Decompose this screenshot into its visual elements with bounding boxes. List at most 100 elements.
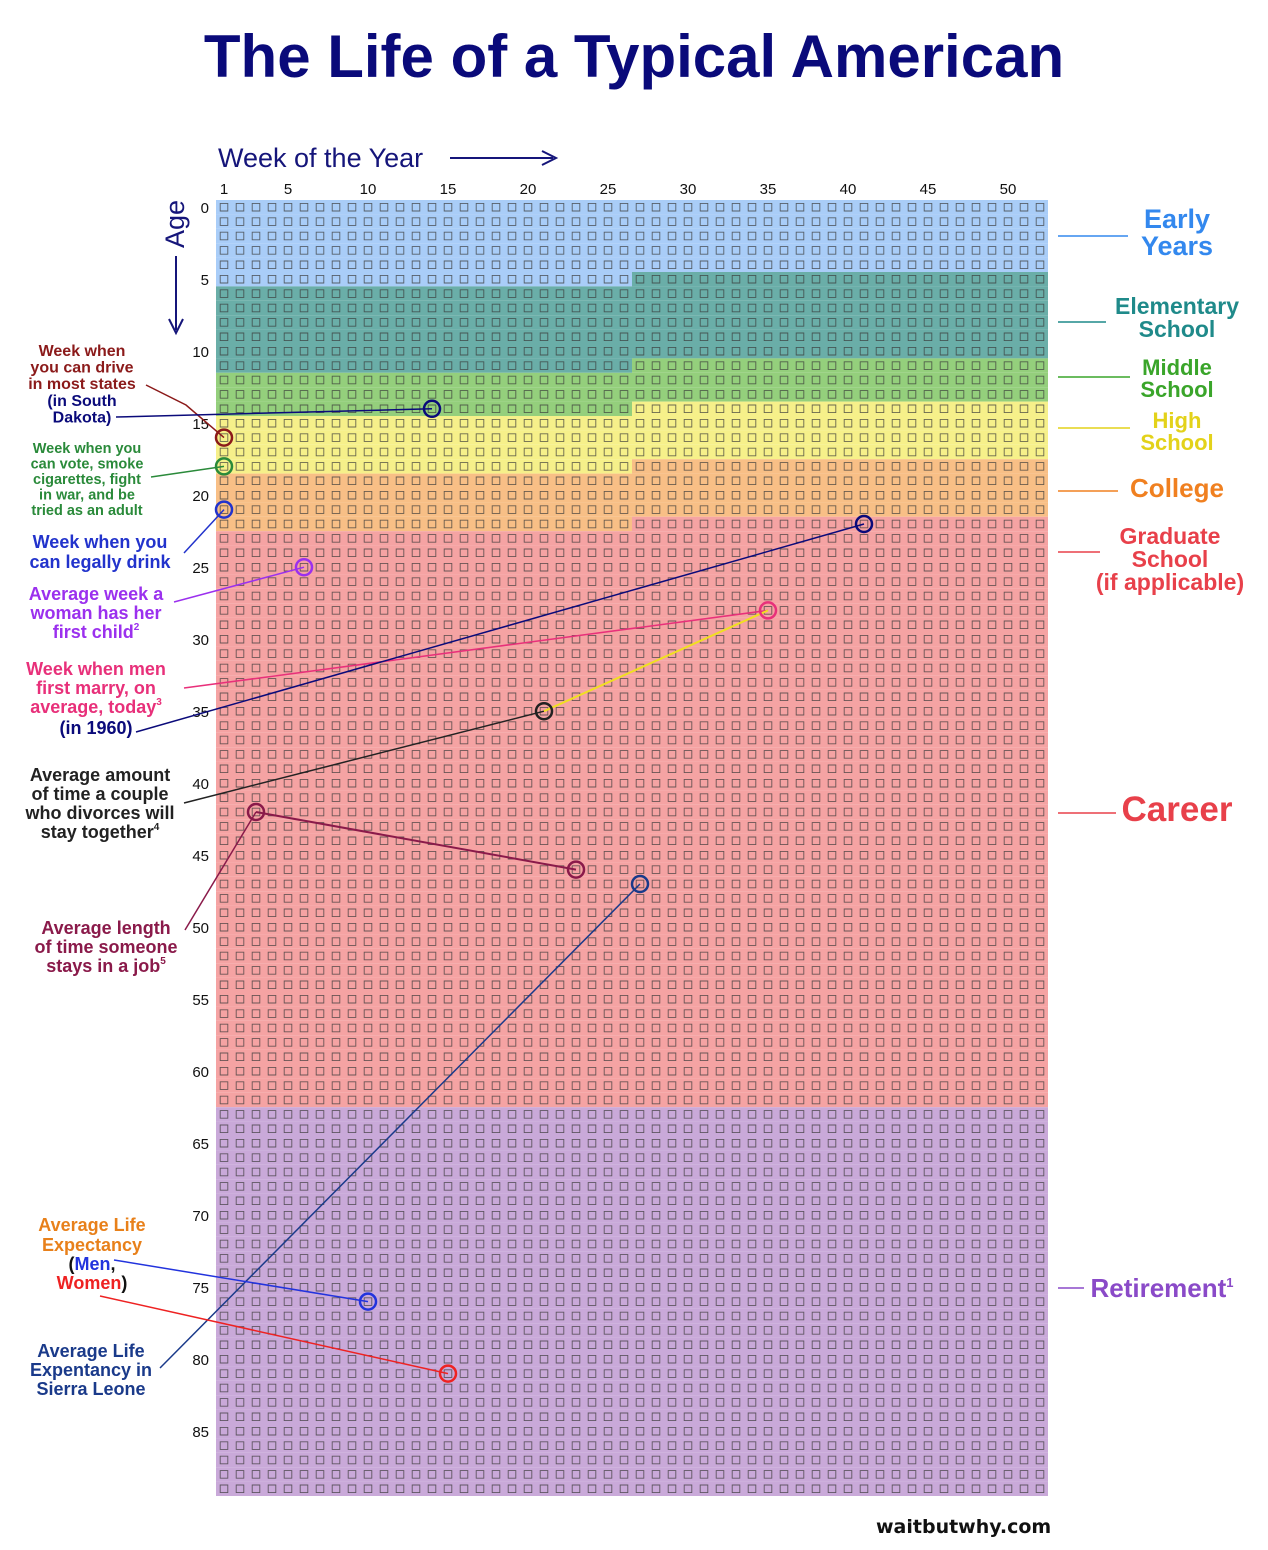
- stage-band: [216, 776, 1048, 791]
- marker-circle: [294, 557, 314, 577]
- stage-band: [216, 473, 1048, 488]
- x-tick-label: 30: [680, 181, 697, 198]
- stage-band: [216, 1452, 1048, 1468]
- y-tick-label: 55: [192, 992, 209, 1009]
- stage-band: [216, 1424, 1048, 1439]
- x-tick-label: 50: [1000, 181, 1017, 198]
- stage-band: [216, 1164, 1048, 1180]
- annotation-life-line2: Expectancy: [42, 1235, 142, 1255]
- stage-label: Graduate School (if applicable): [1096, 523, 1244, 595]
- stage-band: [216, 1380, 1048, 1396]
- marker-circle: [758, 601, 778, 620]
- y-axis-arrow-head: [168, 318, 184, 336]
- stage-band: [216, 862, 1048, 877]
- stage-band: [216, 920, 1048, 935]
- y-tick-label: 80: [192, 1352, 209, 1369]
- stage-band: [216, 761, 1048, 776]
- stage-band: [216, 200, 1048, 215]
- stage-band: [216, 1438, 1048, 1453]
- stage-band: [216, 632, 1048, 647]
- stage-label: Retirement1: [1090, 1273, 1233, 1303]
- y-tick-label: 0: [201, 200, 209, 217]
- stage-band: [216, 358, 632, 373]
- y-tick-labels: 0 5 10 15 20 25 30 35 40 45 50 55 60 65 70 75 80 85: [192, 200, 209, 1441]
- stage-band: [216, 243, 1048, 258]
- stage-band: [216, 833, 1048, 848]
- stage-band: [216, 1035, 1048, 1050]
- stage-band: [216, 1006, 1048, 1021]
- leader-lines: [99, 384, 865, 1375]
- stage-band: [216, 416, 1048, 431]
- annotations: Week when you can drive in most states(in …: [24, 343, 177, 1399]
- annotation-job: Average length of time someone stays in a …: [34, 918, 177, 976]
- x-tick-label: 1: [220, 181, 228, 198]
- stage-band: [216, 1395, 1048, 1410]
- stage-band: [216, 1121, 1048, 1136]
- stage-band: [216, 214, 1048, 229]
- stage-band: [216, 689, 1048, 704]
- leader-line: [115, 408, 433, 418]
- stage-band: [216, 992, 1048, 1007]
- stage-band: [216, 1265, 1048, 1280]
- stage-band: [216, 1236, 1048, 1252]
- stage-band: [216, 963, 1048, 978]
- stage-band: [216, 1280, 1048, 1295]
- stage-band: [216, 1064, 1048, 1079]
- y-tick-label: 35: [192, 704, 209, 721]
- x-tick-label: 40: [840, 181, 857, 198]
- marker-circle: [854, 514, 874, 534]
- stage-label: Middle School: [1140, 355, 1213, 402]
- stage-band: [216, 531, 1048, 546]
- stage-band: [216, 848, 1048, 863]
- stage-band: [632, 516, 1048, 532]
- stage-band: [216, 1337, 1048, 1352]
- annotation-divorce: Average amount of time a couple who divorc…: [24, 765, 174, 842]
- stage-band: [216, 747, 1048, 762]
- stage-label: Elementary School: [1115, 293, 1239, 342]
- stage-band: [216, 257, 1048, 272]
- stage-band: [216, 300, 1048, 316]
- marker-circle: [534, 701, 554, 721]
- annotation-drink: Week when you can legally drink: [29, 532, 171, 572]
- x-tick-label: 15: [440, 181, 457, 198]
- stage-band: [216, 1107, 1048, 1122]
- marker-circle: [566, 860, 586, 879]
- stage-band: [216, 286, 1048, 301]
- stage-band: [216, 272, 632, 287]
- stage-band: [216, 560, 1048, 575]
- annotation-marry: Week when men first marry, on average, tod…: [26, 659, 166, 717]
- stage-band: [216, 704, 1048, 719]
- stage-label: High School: [1140, 408, 1213, 455]
- x-tick-label: 5: [284, 181, 292, 198]
- stage-band: [216, 1366, 1048, 1381]
- stage-band: [216, 948, 1048, 964]
- y-tick-label: 45: [192, 848, 209, 865]
- y-tick-label: 40: [192, 776, 209, 793]
- stage-band: [216, 1136, 1048, 1151]
- stage-band: [216, 718, 1048, 733]
- stage-band: [216, 660, 1048, 676]
- stage-band: [216, 430, 1048, 445]
- week-boxes: [219, 202, 1045, 1494]
- stage-band: [216, 1481, 1048, 1496]
- annotation-vote: Week when you can vote, smoke cigarettes, …: [31, 441, 144, 519]
- stage-band: [216, 344, 1048, 359]
- stage-band: [216, 545, 1048, 560]
- stage-backgrounds: [216, 200, 1048, 1496]
- chart-title: The Life of a Typical American: [203, 23, 1065, 90]
- stage-band: [216, 228, 1048, 244]
- y-axis-label: Age: [160, 200, 190, 248]
- stage-band: [216, 502, 1048, 517]
- leader-line: [184, 811, 257, 931]
- annotation-drive: Week when you can drive in most states: [28, 343, 136, 393]
- leader-line: [150, 465, 225, 478]
- y-tick-label: 65: [192, 1136, 209, 1153]
- stage-band: [216, 488, 1048, 503]
- y-tick-label: 60: [192, 1064, 209, 1081]
- leader-line: [183, 509, 225, 554]
- stage-band: [216, 1467, 1048, 1482]
- stage-band: [216, 1308, 1048, 1324]
- stage-band: [216, 790, 1048, 805]
- stage-band: [216, 315, 1048, 330]
